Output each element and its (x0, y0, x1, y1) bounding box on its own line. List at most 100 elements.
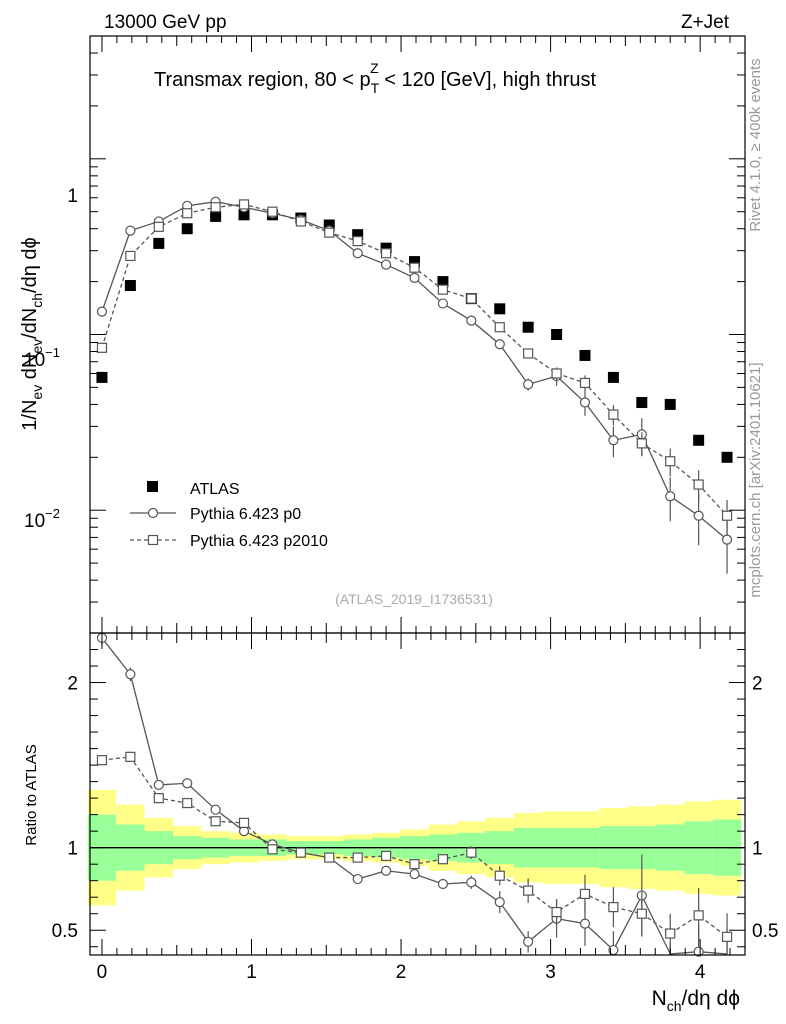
xtick-label: 4 (695, 962, 706, 983)
p0-point (96, 306, 108, 317)
atlas-point (437, 276, 449, 288)
p2010-point (721, 510, 733, 521)
ratio-p2010-point (380, 850, 392, 862)
p2010-point (523, 348, 534, 359)
atlas-point (124, 280, 136, 292)
legend-label-p0: Pythia 6.423 p0 (190, 506, 301, 523)
legend: ATLAS Pythia 6.423 p0 Pythia 6.423 p2010 (130, 481, 328, 550)
p2010-point (324, 227, 335, 238)
p0-point (437, 298, 449, 309)
atlas-point (181, 223, 193, 235)
ratio-p0-point (693, 946, 704, 957)
ratio-ytick-label-right: 0.5 (752, 921, 778, 942)
ratio-p2010-point (125, 751, 136, 762)
p2010-point (608, 409, 619, 420)
xtick-label: 0 (97, 962, 108, 983)
p0-point (125, 225, 136, 236)
ratio-ytick-label-right: 2 (752, 674, 763, 695)
ratio-p2010-point (352, 852, 363, 863)
ratio-p2010-point (437, 854, 449, 865)
p2010-point (437, 284, 449, 295)
rivet-version-label: Rivet 4.1.0, ≥ 400k events (747, 58, 764, 231)
p2010-point (96, 342, 108, 353)
p0-point (608, 435, 619, 446)
ratio-p0-point (125, 669, 136, 680)
p2010-point (125, 250, 136, 262)
p2010-point (267, 206, 278, 217)
ratio-p0-point (210, 804, 221, 815)
ratio-p2010-point (153, 793, 164, 804)
ytick-label-0.1: 10−1 (24, 345, 60, 371)
ratio-p2010-point (579, 888, 591, 900)
p0-point (380, 259, 392, 270)
ratio-series-group (96, 632, 733, 957)
ratio-p2010-point (523, 885, 534, 896)
atlas-point (323, 219, 335, 231)
ratio-p2010-point (494, 870, 505, 881)
atlas-point (664, 398, 676, 410)
ytick-label-0.01: 10−2 (24, 506, 60, 532)
ratio-p2010-point (267, 844, 278, 855)
ratio-p2010-point (636, 908, 647, 919)
p2010-point (238, 199, 250, 210)
p2010-point (210, 202, 221, 213)
analysis-watermark: (ATLAS_2019_I1736531) (335, 591, 493, 607)
p0-point (409, 272, 420, 283)
ratio-p0-point (380, 865, 392, 876)
ratio-p2010-point (295, 847, 306, 858)
ratio-p2010-point (693, 910, 704, 921)
ratio-ytick-label-right: 1 (752, 839, 763, 860)
plot-title: Transmax region, 80 < pTZ < 120 [GeV], h… (154, 60, 597, 96)
p2010-point (153, 221, 164, 232)
axis-ticks (90, 35, 745, 955)
ratio-p2010-point (238, 817, 250, 828)
ratio-p0-point (352, 873, 363, 885)
p2010-point (665, 456, 676, 467)
xtick-label: 1 (246, 962, 257, 983)
p0-point (693, 510, 704, 521)
p2010-point (693, 479, 704, 490)
p0-point (721, 534, 733, 545)
atlas-point (636, 397, 648, 409)
p2010-point (466, 293, 477, 304)
atlas-point (607, 371, 619, 383)
ratio-p2010-point (466, 847, 477, 858)
ratio-p0-point (523, 936, 534, 947)
atlas-point (238, 209, 250, 221)
ytick-label-1: 1 (67, 186, 78, 207)
p2010-point (579, 377, 591, 389)
ratio-p0-point (437, 878, 449, 890)
main-series-group (96, 196, 733, 574)
p2010-point (409, 262, 420, 273)
p2010-point (380, 248, 392, 259)
atlas-point (522, 321, 534, 333)
p2010-point (182, 208, 193, 219)
energy-label: 13000 GeV pp (104, 12, 227, 33)
atlas-point (409, 256, 421, 268)
atlas-point (96, 371, 108, 383)
ratio-y-axis-label: Ratio to ATLAS (23, 744, 40, 845)
atlas-point (721, 451, 733, 463)
ratio-ytick-label: 2 (67, 674, 78, 695)
ratio-ytick-label: 0.5 (52, 921, 78, 942)
p0-point (466, 315, 477, 326)
ratio-p0-point (238, 826, 250, 837)
legend-marker-p2010 (147, 534, 159, 546)
ratio-p0-point (409, 868, 420, 880)
ratio-p2010-point (210, 816, 221, 827)
legend-label-atlas: ATLAS (190, 481, 240, 498)
ratio-p2010-point (409, 859, 420, 870)
ratio-p2010-point (324, 852, 335, 863)
ratio-plot-frame (89, 632, 746, 956)
ratio-p2010-point (551, 906, 562, 918)
ratio-p2010-point (665, 928, 676, 939)
p2010-line (101, 203, 728, 517)
ratio-p0-point (153, 779, 164, 791)
p0-point (352, 248, 363, 259)
ratio-p0-point (182, 778, 193, 789)
main-plot-frame (89, 35, 746, 634)
legend-marker-p0 (147, 507, 159, 519)
ratio-ytick-label: 1 (67, 839, 78, 860)
legend-marker-atlas (147, 481, 158, 492)
